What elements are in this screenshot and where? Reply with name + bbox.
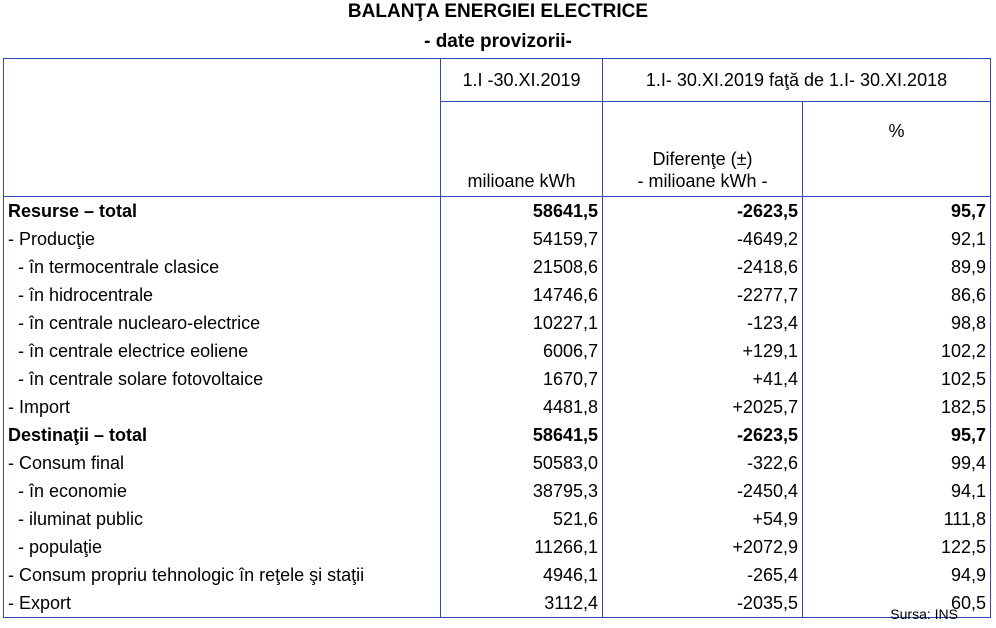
row-value: 10227,1 bbox=[440, 309, 603, 337]
row-diff: +129,1 bbox=[602, 337, 803, 365]
row-diff: -4649,2 bbox=[602, 225, 803, 253]
header-corner-cell bbox=[3, 58, 441, 102]
row-pct: 98,8 bbox=[802, 309, 991, 337]
row-label: - în termocentrale clasice bbox=[3, 253, 441, 281]
row-value: 14746,6 bbox=[440, 281, 603, 309]
row-diff: -265,4 bbox=[602, 561, 803, 589]
row-value: 11266,1 bbox=[440, 533, 603, 561]
row-value: 58641,5 bbox=[440, 421, 603, 449]
row-label: Resurse – total bbox=[3, 196, 441, 225]
header-row-periods: 1.I -30.XI.2019 1.I- 30.XI.2019 faţă de … bbox=[3, 58, 991, 102]
row-value: 1670,7 bbox=[440, 365, 603, 393]
row-pct: 111,8 bbox=[802, 505, 991, 533]
header-row-units: milioane kWh Diferenţe (±) - milioane kW… bbox=[3, 101, 991, 197]
row-value: 521,6 bbox=[440, 505, 603, 533]
header-period-compare: 1.I- 30.XI.2019 faţă de 1.I- 30.XI.2018 bbox=[602, 58, 991, 102]
row-label: - în centrale solare fotovoltaice bbox=[3, 365, 441, 393]
row-diff: -322,6 bbox=[602, 449, 803, 477]
row-label: - Export bbox=[3, 589, 441, 618]
row-diff: -2450,4 bbox=[602, 477, 803, 505]
row-value: 38795,3 bbox=[440, 477, 603, 505]
header-diff: Diferenţe (±) - milioane kWh - bbox=[602, 101, 803, 197]
row-diff: -2277,7 bbox=[602, 281, 803, 309]
row-label: - în hidrocentrale bbox=[3, 281, 441, 309]
table-row: - în centrale solare fotovoltaice 1670,7 +… bbox=[3, 365, 991, 393]
table-row: Destinaţii – total 58641,5 -2623,5 95,7 bbox=[3, 421, 991, 449]
row-pct: 89,9 bbox=[802, 253, 991, 281]
row-value: 54159,7 bbox=[440, 225, 603, 253]
header-period-current: 1.I -30.XI.2019 bbox=[440, 58, 603, 102]
row-diff: -2418,6 bbox=[602, 253, 803, 281]
table-body: Resurse – total 58641,5 -2623,5 95,7- Produ… bbox=[3, 196, 991, 618]
row-diff: -2623,5 bbox=[602, 196, 803, 225]
header-pct: % bbox=[802, 101, 991, 197]
row-label: Destinaţii – total bbox=[3, 421, 441, 449]
header-diff-line2: - milioane kWh - bbox=[637, 171, 768, 191]
row-pct: 102,5 bbox=[802, 365, 991, 393]
table-row: - în centrale nuclearo-electrice 10227,1-… bbox=[3, 309, 991, 337]
row-label: - iluminat public bbox=[3, 505, 441, 533]
row-diff: +2072,9 bbox=[602, 533, 803, 561]
table-row: - în economie 38795,3 -2450,4 94,1 bbox=[3, 477, 991, 505]
document-subtitle: - date provizorii- bbox=[424, 31, 572, 52]
row-pct: 86,6 bbox=[802, 281, 991, 309]
header-diff-line1: Diferenţe (±) bbox=[652, 149, 753, 169]
table-row: - Import 4481,8 +2025,7 182,5 bbox=[3, 393, 991, 421]
row-pct: 60,5 bbox=[802, 589, 991, 618]
row-label: - populaţie bbox=[3, 533, 441, 561]
row-diff: -123,4 bbox=[602, 309, 803, 337]
row-pct: 182,5 bbox=[802, 393, 991, 421]
table-row: - în centrale electrice eoliene 6006,7 +12… bbox=[3, 337, 991, 365]
row-pct: 122,5 bbox=[802, 533, 991, 561]
source-note: Sursa: INS bbox=[890, 606, 958, 622]
row-pct: 95,7 bbox=[802, 196, 991, 225]
row-label: - Consum final bbox=[3, 449, 441, 477]
table-row: - Producţie 54159,7 -4649,2 92,1 bbox=[3, 225, 991, 253]
row-value: 4946,1 bbox=[440, 561, 603, 589]
table-row: - Consum final 50583,0 -322,6 99,4 bbox=[3, 449, 991, 477]
row-pct: 95,7 bbox=[802, 421, 991, 449]
row-value: 3112,4 bbox=[440, 589, 603, 618]
table-row: - în termocentrale clasice 21508,6 -2418,6… bbox=[3, 253, 991, 281]
header-label-cell bbox=[3, 101, 441, 197]
table-row: - iluminat public 521,6 +54,9 111,8 bbox=[3, 505, 991, 533]
table-row: Resurse – total 58641,5 -2623,5 95,7 bbox=[3, 196, 991, 225]
row-label: - în economie bbox=[3, 477, 441, 505]
row-pct: 102,2 bbox=[802, 337, 991, 365]
row-label: - în centrale nuclearo-electrice bbox=[3, 309, 441, 337]
table-row: - Export 3112,4 -2035,5 60,5 bbox=[3, 589, 991, 618]
row-value: 58641,5 bbox=[440, 196, 603, 225]
row-diff: +41,4 bbox=[602, 365, 803, 393]
row-pct: 94,9 bbox=[802, 561, 991, 589]
row-diff: +2025,7 bbox=[602, 393, 803, 421]
row-diff: -2623,5 bbox=[602, 421, 803, 449]
table-row: - Consum propriu tehnologic în reţele şi… bbox=[3, 561, 991, 589]
row-value: 6006,7 bbox=[440, 337, 603, 365]
energy-balance-table: 1.I -30.XI.2019 1.I- 30.XI.2019 faţă de … bbox=[3, 58, 991, 618]
row-diff: +54,9 bbox=[602, 505, 803, 533]
row-pct: 92,1 bbox=[802, 225, 991, 253]
row-label: - în centrale electrice eoliene bbox=[3, 337, 441, 365]
row-pct: 94,1 bbox=[802, 477, 991, 505]
row-pct: 99,4 bbox=[802, 449, 991, 477]
row-label: - Consum propriu tehnologic în reţele şi… bbox=[3, 561, 441, 589]
row-value: 4481,8 bbox=[440, 393, 603, 421]
table-row: - populaţie 11266,1 +2072,9 122,5 bbox=[3, 533, 991, 561]
header-unit: milioane kWh bbox=[440, 101, 603, 197]
row-value: 50583,0 bbox=[440, 449, 603, 477]
table-row: - în hidrocentrale 14746,6 -2277,7 86,6 bbox=[3, 281, 991, 309]
document-title: BALANŢA ENERGIEI ELECTRICE bbox=[347, 1, 649, 22]
row-diff: -2035,5 bbox=[602, 589, 803, 618]
row-value: 21508,6 bbox=[440, 253, 603, 281]
row-label: - Producţie bbox=[3, 225, 441, 253]
row-label: - Import bbox=[3, 393, 441, 421]
